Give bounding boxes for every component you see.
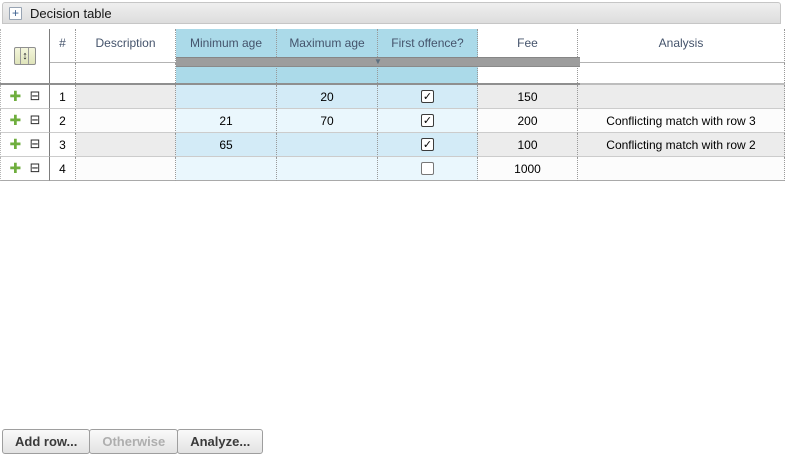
- col-header-analysis: Analysis: [578, 29, 785, 63]
- splitter-arrow-icon: ▼: [374, 57, 382, 66]
- col-header-num: #: [50, 29, 76, 63]
- expand-icon[interactable]: +: [9, 6, 22, 20]
- subheader-cell: [478, 63, 578, 83]
- row-ops-cell: ✚ ⊟: [0, 133, 50, 157]
- max-age-cell[interactable]: [277, 133, 378, 157]
- row-number: 4: [50, 157, 76, 181]
- toggle-merge-icon[interactable]: ↕: [14, 47, 36, 65]
- add-row-icon[interactable]: ✚: [9, 112, 22, 129]
- description-cell[interactable]: [76, 85, 176, 109]
- table-row: ✚ ⊟ 4 1000: [0, 157, 785, 181]
- min-age-cell[interactable]: [176, 85, 277, 109]
- header-subrow: [0, 63, 785, 83]
- subheader-cell: [50, 63, 76, 83]
- description-cell[interactable]: [76, 109, 176, 133]
- first-offence-checkbox[interactable]: [421, 162, 434, 175]
- first-offence-cell[interactable]: ✓: [378, 133, 478, 157]
- column-group-splitter[interactable]: ▼: [176, 57, 580, 67]
- first-offence-checkbox[interactable]: ✓: [421, 114, 434, 127]
- table-row: ✚ ⊟ 3 65 ✓ 100 Conflicting match with ro…: [0, 133, 785, 157]
- add-row-button[interactable]: Add row...: [2, 429, 91, 454]
- subheader-cell: [378, 63, 478, 83]
- collapse-row-icon[interactable]: ⊟: [29, 113, 41, 128]
- max-age-cell[interactable]: 70: [277, 109, 378, 133]
- row-ops-cell: ✚ ⊟: [0, 85, 50, 109]
- fee-cell[interactable]: 100: [478, 133, 578, 157]
- row-number: 2: [50, 109, 76, 133]
- min-age-cell[interactable]: 21: [176, 109, 277, 133]
- description-cell[interactable]: [76, 157, 176, 181]
- analysis-cell: [578, 85, 785, 109]
- analysis-cell: Conflicting match with row 3: [578, 109, 785, 133]
- panel-title: Decision table: [30, 5, 112, 21]
- min-age-cell[interactable]: 65: [176, 133, 277, 157]
- fee-cell[interactable]: 150: [478, 85, 578, 109]
- decision-table: # Description Minimum age Maximum age Fi…: [0, 29, 785, 181]
- first-offence-checkbox[interactable]: ✓: [421, 138, 434, 151]
- subheader-cell: [176, 63, 277, 83]
- otherwise-button[interactable]: Otherwise: [89, 429, 179, 454]
- subheader-cell: [277, 63, 378, 83]
- table-row: ✚ ⊟ 2 21 70 ✓ 200 Conflicting match with…: [0, 109, 785, 133]
- first-offence-cell[interactable]: ✓: [378, 85, 478, 109]
- collapse-row-icon[interactable]: ⊟: [29, 137, 41, 152]
- header-body-divider: [0, 83, 785, 85]
- collapse-row-icon[interactable]: ⊟: [29, 89, 41, 104]
- max-age-cell[interactable]: [277, 157, 378, 181]
- max-age-cell[interactable]: 20: [277, 85, 378, 109]
- table-row: ✚ ⊟ 1 20 ✓ 150: [0, 85, 785, 109]
- col-header-description: Description: [76, 29, 176, 63]
- row-ops-cell: ✚ ⊟: [0, 109, 50, 133]
- collapse-row-icon[interactable]: ⊟: [29, 161, 41, 176]
- subheader-cell: [76, 63, 176, 83]
- fee-cell[interactable]: 200: [478, 109, 578, 133]
- subheader-cell: [0, 63, 50, 83]
- fee-cell[interactable]: 1000: [478, 157, 578, 181]
- analysis-cell: Conflicting match with row 2: [578, 133, 785, 157]
- first-offence-cell[interactable]: [378, 157, 478, 181]
- description-cell[interactable]: [76, 133, 176, 157]
- vertical-arrows-icon: ↕: [22, 50, 28, 62]
- row-number: 1: [50, 85, 76, 109]
- subheader-cell: [578, 63, 785, 83]
- row-number: 3: [50, 133, 76, 157]
- panel-header: + Decision table: [2, 2, 781, 24]
- add-row-icon[interactable]: ✚: [9, 88, 22, 105]
- button-bar: Add row... Otherwise Analyze...: [2, 429, 264, 454]
- first-offence-cell[interactable]: ✓: [378, 109, 478, 133]
- analyze-button[interactable]: Analyze...: [177, 429, 264, 454]
- analysis-cell: [578, 157, 785, 181]
- add-row-icon[interactable]: ✚: [9, 136, 22, 153]
- row-ops-cell: ✚ ⊟: [0, 157, 50, 181]
- min-age-cell[interactable]: [176, 157, 277, 181]
- first-offence-checkbox[interactable]: ✓: [421, 90, 434, 103]
- add-row-icon[interactable]: ✚: [9, 160, 22, 177]
